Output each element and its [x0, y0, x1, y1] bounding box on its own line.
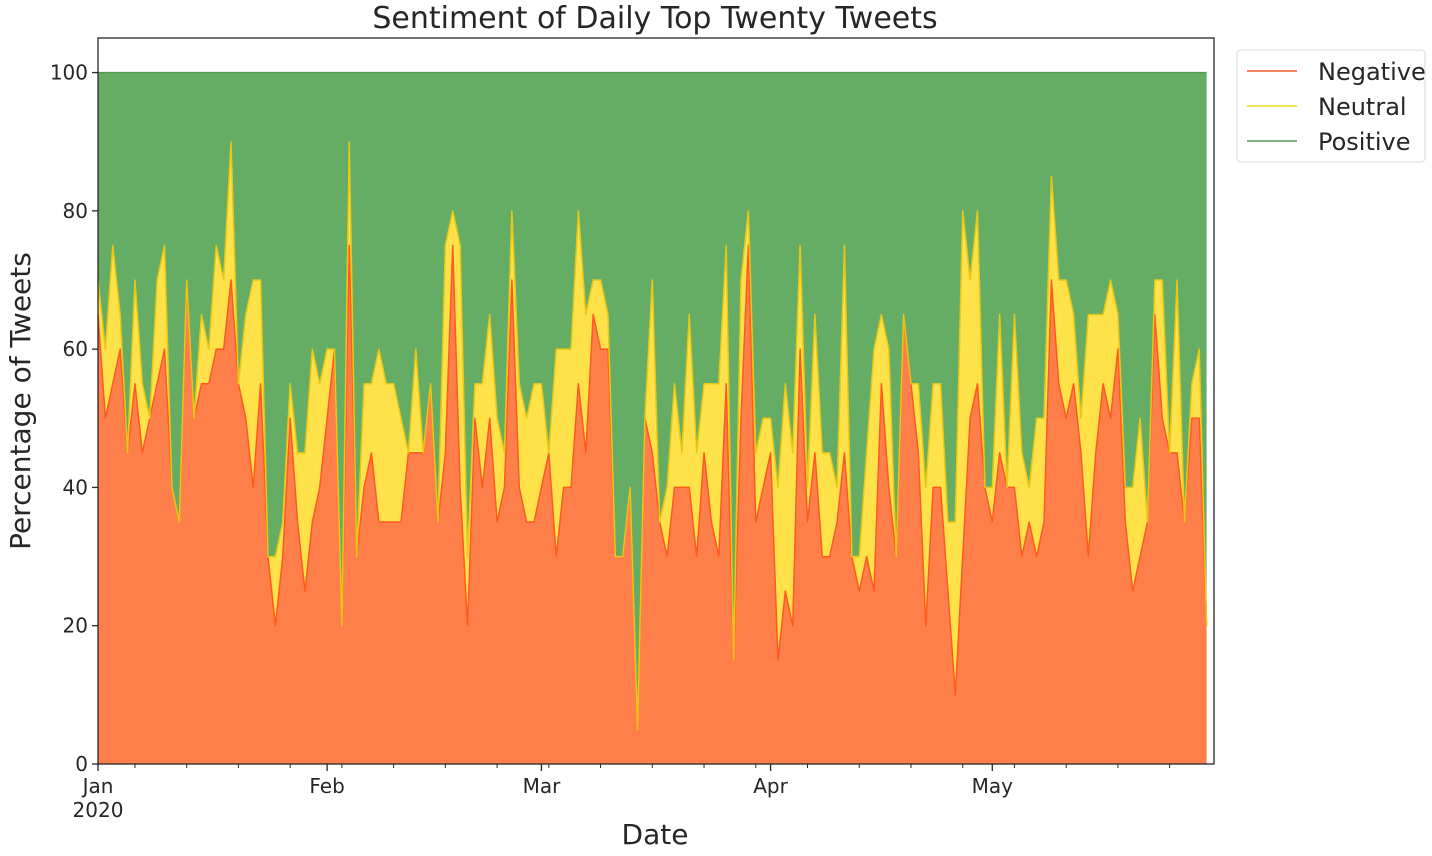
area-positive	[98, 72, 1207, 730]
x-tick-label: Apr	[753, 774, 788, 798]
y-tick-label: 80	[63, 199, 88, 223]
plot-frame	[97, 37, 1215, 765]
plot-area	[97, 37, 1215, 765]
line-neutral	[97, 140, 1208, 731]
legend-frame	[1236, 49, 1426, 163]
legend-neutral-label: Neutral	[1318, 93, 1407, 121]
area-negative	[98, 245, 1207, 764]
area-layers	[97, 71, 1208, 764]
x-tick-label: Feb	[309, 774, 344, 798]
y-axis-title: Percentage of Tweets	[4, 252, 37, 550]
x-tick-label: Mar	[523, 774, 562, 798]
x-axis-title: Date	[622, 818, 689, 851]
x-tick-sublabel: 2020	[73, 798, 124, 822]
y-tick-label: 60	[63, 337, 88, 361]
x-tick-label: Jan	[81, 774, 114, 798]
y-tick-label: 0	[75, 752, 88, 776]
y-tick-label: 100	[50, 61, 88, 85]
chart-title: Sentiment of Daily Top Twenty Tweets	[372, 1, 937, 36]
legend: Negative Neutral Positive	[1236, 49, 1426, 163]
y-tick-label: 40	[63, 475, 88, 499]
y-axis: 0 20 40 60 80 100	[50, 61, 98, 776]
legend-negative-label: Negative	[1318, 58, 1426, 86]
area-neutral	[98, 141, 1207, 730]
x-tick-label: May	[972, 774, 1014, 798]
y-tick-label: 20	[63, 614, 88, 638]
legend-positive-label: Positive	[1318, 128, 1411, 156]
line-negative	[97, 244, 1208, 731]
